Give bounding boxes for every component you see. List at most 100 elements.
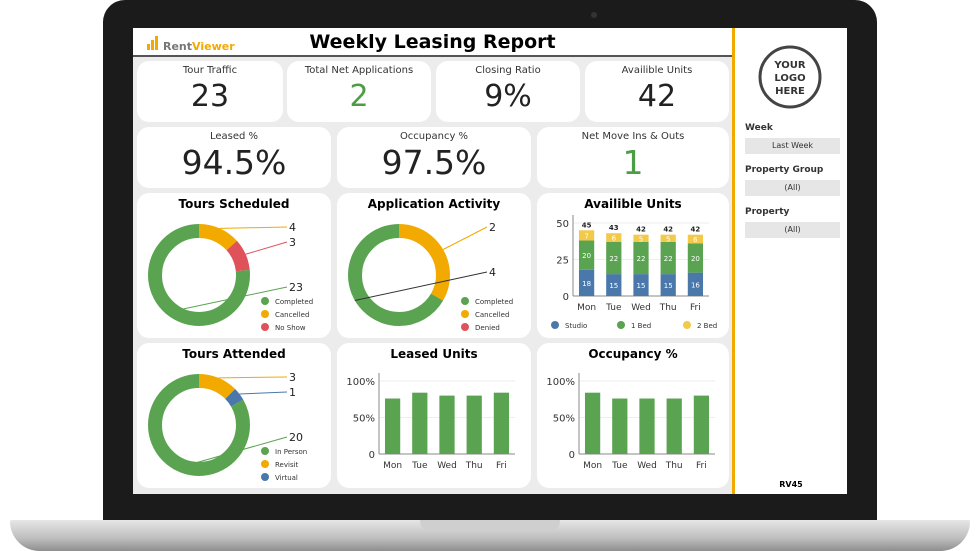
x-tick-label: Fri bbox=[696, 461, 707, 471]
y-tick-label: 100% bbox=[546, 377, 575, 388]
x-tick-label: Wed bbox=[437, 461, 457, 471]
legend-marker bbox=[461, 310, 469, 318]
bar-segment bbox=[606, 241, 622, 275]
legend-label: Cancelled bbox=[275, 311, 309, 319]
header: RentViewer Weekly Leasing Report bbox=[133, 28, 732, 57]
kpi-value: 9% bbox=[484, 79, 532, 114]
brand-text: Rent bbox=[163, 40, 193, 53]
legend-marker bbox=[261, 323, 269, 331]
x-tick-label: Tue bbox=[611, 461, 628, 471]
bar bbox=[384, 398, 401, 454]
x-tick-label: Wed bbox=[637, 461, 657, 471]
y-tick-label: 50 bbox=[556, 219, 569, 230]
svg-text:HERE: HERE bbox=[775, 86, 805, 97]
kpi-label: Closing Ratio bbox=[475, 65, 541, 76]
kpi-card: Closing Ratio 9% bbox=[436, 61, 580, 122]
segment-label: 7 bbox=[584, 232, 588, 240]
kpi-card: Tour Traffic 23 bbox=[137, 61, 283, 122]
bar-segment bbox=[578, 240, 595, 270]
bar-segment bbox=[578, 230, 595, 241]
chart-card: Occupancy % 0 50% 100% Mon Tue Wed Thu Fri bbox=[537, 343, 729, 488]
legend-label: Virtual bbox=[275, 474, 298, 482]
x-tick-label: Tue bbox=[605, 303, 622, 313]
bar bbox=[612, 398, 628, 454]
x-tick-label: Mon bbox=[383, 461, 402, 471]
filter-panel: YOUR LOGO HERE Week Last Week Property G… bbox=[732, 28, 847, 494]
bar-segment bbox=[578, 269, 595, 296]
legend-label: Completed bbox=[275, 298, 313, 306]
property-select[interactable]: (All) bbox=[745, 222, 840, 238]
segment-label: 16 bbox=[691, 281, 700, 289]
bar bbox=[693, 395, 710, 454]
legend-label: No Show bbox=[275, 324, 306, 332]
total-label: 42 bbox=[691, 226, 701, 234]
total-label: 42 bbox=[663, 226, 673, 234]
chart-svg: 025501820745Mon1522643Tue1522542Wed15225… bbox=[551, 215, 717, 330]
bar-segment bbox=[660, 241, 676, 275]
legend-marker bbox=[461, 323, 469, 331]
bar bbox=[466, 395, 482, 454]
property-label: Property bbox=[745, 207, 790, 217]
legend-label: Denied bbox=[475, 324, 500, 332]
kpi-card: Leased % 94.5% bbox=[137, 127, 331, 188]
chart-svg: 3 1 20 In Person Revisit Virtual bbox=[148, 371, 307, 482]
donut-slice bbox=[348, 224, 450, 326]
donut-slice bbox=[148, 224, 250, 326]
y-tick-label: 50% bbox=[353, 414, 375, 425]
leader-line bbox=[218, 376, 288, 379]
chart-card: Leased Units 0 50% 100% Mon Tue Wed Thu Fri bbox=[337, 343, 531, 488]
bar-segment bbox=[633, 241, 649, 275]
rentviewer-logo: RentViewer bbox=[147, 36, 235, 53]
chart-title: Occupancy % bbox=[588, 347, 678, 361]
slice-value-label: 1 bbox=[289, 386, 296, 399]
leader-line bbox=[173, 436, 288, 470]
kpi-value: 2 bbox=[349, 79, 369, 114]
segment-label: 15 bbox=[664, 282, 673, 290]
legend-label: Revisit bbox=[275, 461, 299, 469]
x-tick-label: Fri bbox=[496, 461, 507, 471]
legend-marker bbox=[617, 321, 625, 329]
x-tick-label: Thu bbox=[659, 303, 677, 313]
chart-card: Availible Units 0 25 50 18 20 7 45 Mon 15 22 6 43 Tue… bbox=[537, 193, 729, 338]
kpi-card: Net Move Ins & Outs 1 bbox=[537, 127, 729, 188]
y-tick-label: 0 bbox=[563, 292, 569, 303]
kpi-label: Net Move Ins & Outs bbox=[581, 131, 685, 142]
segment-label: 5 bbox=[639, 235, 643, 243]
legend-marker bbox=[261, 297, 269, 305]
segment-label: 15 bbox=[609, 282, 618, 290]
bar bbox=[439, 395, 455, 454]
leader-line bbox=[164, 286, 288, 314]
bar-segment bbox=[660, 234, 676, 242]
y-tick-label: 50% bbox=[553, 414, 575, 425]
brand-text-accent: Viewer bbox=[192, 40, 235, 53]
donut-slice bbox=[148, 374, 250, 476]
legend-label: 1 Bed bbox=[631, 322, 651, 330]
property-group-select[interactable]: (All) bbox=[745, 180, 840, 196]
bar bbox=[584, 392, 601, 454]
legend-marker bbox=[461, 297, 469, 305]
x-tick-label: Tue bbox=[411, 461, 428, 471]
kpi-label: Availible Units bbox=[621, 65, 693, 76]
chart-svg: 0 50% 100% Mon Tue Wed Thu Fri bbox=[546, 373, 715, 471]
logo-placeholder: YOUR LOGO HERE bbox=[758, 45, 822, 109]
legend-marker bbox=[551, 321, 559, 329]
x-tick-label: Thu bbox=[465, 461, 483, 471]
kpi-value: 94.5% bbox=[181, 143, 287, 182]
week-select[interactable]: Last Week bbox=[745, 138, 840, 154]
legend-marker bbox=[261, 447, 269, 455]
kpi-label: Leased % bbox=[209, 131, 259, 142]
legend-label: Completed bbox=[475, 298, 513, 306]
segment-label: 22 bbox=[609, 255, 618, 263]
legend-label: In Person bbox=[275, 448, 307, 456]
y-tick-label: 0 bbox=[369, 450, 375, 461]
chart-card: Tours Scheduled 4 3 23 Completed Cancelled No … bbox=[137, 193, 331, 338]
bar-chart-icon bbox=[147, 36, 159, 53]
svg-text:YOUR: YOUR bbox=[773, 60, 806, 71]
leader-line bbox=[219, 226, 288, 229]
segment-label: 6 bbox=[612, 235, 617, 243]
bar bbox=[493, 392, 510, 454]
y-tick-label: 25 bbox=[556, 256, 569, 267]
legend-marker bbox=[261, 473, 269, 481]
legend-marker bbox=[261, 310, 269, 318]
chart-title: Tours Attended bbox=[182, 347, 286, 361]
